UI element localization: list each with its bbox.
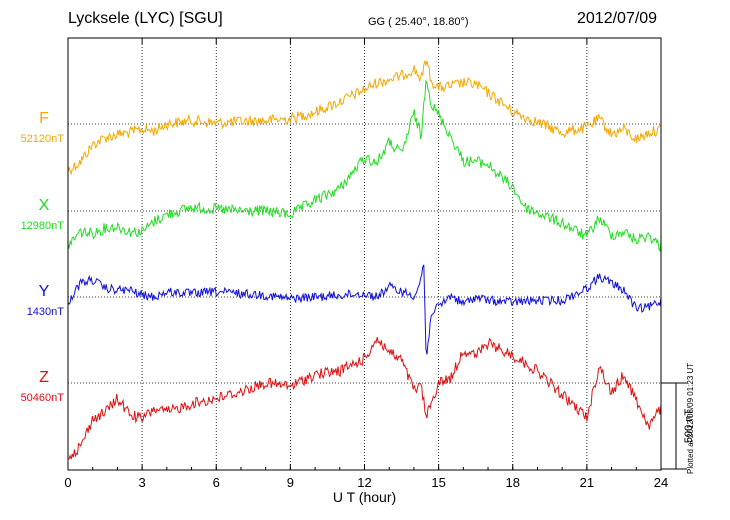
x-tick-label: 6 (213, 475, 220, 490)
chart-grid (68, 38, 661, 470)
series-y-line (67, 264, 662, 355)
series-x-baseline-label: 12980nT (21, 220, 65, 232)
series-z-label: Z (39, 369, 49, 386)
date-label: 2012/07/09 (577, 10, 658, 27)
series-x-line (67, 79, 662, 253)
x-tick-label: 9 (287, 475, 294, 490)
series-x-label: X (39, 197, 50, 214)
x-tick-label: 21 (580, 475, 594, 490)
x-tick-label: 0 (64, 475, 71, 490)
series-f-baseline-label: 52120nT (21, 133, 65, 145)
x-axis-label: U T (hour) (333, 489, 396, 505)
x-tick-label: 15 (431, 475, 445, 490)
series-y-baseline-label: 1430nT (27, 306, 65, 318)
scale-bar: 500 nT (661, 382, 695, 470)
chart-axes: 0 3 6 9 12 15 18 21 24 U T (hour) (64, 37, 668, 505)
scale-bar-label: 500 nT (683, 409, 695, 444)
series-f-line (67, 60, 662, 176)
series-z-baseline-label: 50460nT (21, 392, 65, 404)
series-f-label: F (39, 110, 49, 127)
geographic-coordinates: GG ( 25.40°, 18.80°) (368, 16, 469, 28)
x-tick-label: 24 (654, 475, 668, 490)
series-z-line (67, 336, 662, 460)
x-tick-label: 3 (139, 475, 146, 490)
station-title: Lycksele (LYC) [SGU] (68, 10, 223, 27)
x-tick-label: 18 (506, 475, 520, 490)
plotted-timestamp: Plotted at 2012/08/09 01:23 UT (686, 362, 695, 474)
chart-series-lines (67, 60, 662, 460)
x-tick-label: 12 (357, 475, 371, 490)
series-y-label: Y (39, 283, 50, 300)
chart-series-labels: F 52120nT X 12980nT Y 1430nT Z 50460nT (21, 110, 65, 404)
